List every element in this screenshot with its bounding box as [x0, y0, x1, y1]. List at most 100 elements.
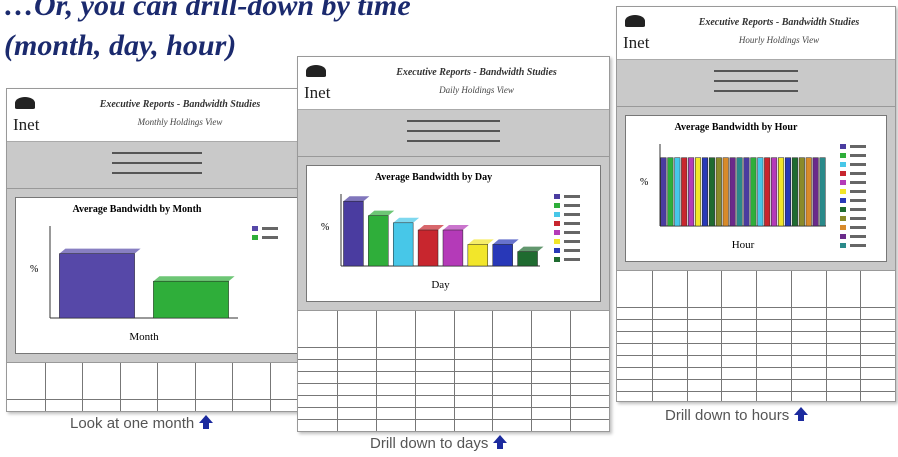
bar: [661, 158, 667, 226]
bar: [695, 158, 701, 226]
chart-band: Average Bandwidth by Month%Month: [7, 189, 307, 363]
bar: [792, 158, 798, 226]
bar: [468, 244, 488, 266]
info-line: [714, 80, 797, 82]
arrow-icon: [198, 414, 214, 430]
bar: [59, 254, 134, 318]
arrow-icon: [793, 406, 809, 422]
table-col-line: [826, 271, 827, 401]
bar: [443, 230, 463, 266]
bar-chart: Average Bandwidth by Day%Day: [307, 166, 600, 296]
table-col-line: [376, 311, 377, 431]
logo-text: Inet: [304, 83, 330, 103]
caption-text: Drill down to hours: [665, 407, 789, 424]
table-col-line: [492, 311, 493, 431]
info-line: [714, 90, 797, 92]
legend-text: [850, 226, 866, 229]
x-axis-label: Month: [129, 331, 159, 343]
bar-chart: Average Bandwidth by Month%Month: [16, 198, 298, 348]
y-axis-label: %: [30, 264, 38, 275]
info-band: [7, 142, 307, 189]
bar: [393, 223, 413, 266]
legend-swatch: [554, 239, 560, 244]
table-col-line: [652, 271, 653, 401]
legend-swatch: [840, 171, 846, 176]
bar-top: [368, 211, 394, 216]
report-panel: Inet Executive Reports - Bandwidth Studie…: [297, 56, 610, 432]
legend-text: [850, 208, 866, 211]
legend-text: [564, 195, 580, 198]
legend-swatch: [554, 248, 560, 253]
legend-swatch: [840, 198, 846, 203]
x-axis-label: Day: [431, 279, 450, 291]
legend-text: [850, 181, 866, 184]
y-axis-label: %: [640, 177, 648, 188]
bar-top: [518, 247, 544, 252]
legend-swatch: [554, 203, 560, 208]
legend-text: [262, 236, 278, 239]
bar: [806, 158, 812, 226]
bar: [799, 158, 805, 226]
legend-text: [850, 163, 866, 166]
report-header: InetExecutive Reports - Bandwidth Studie…: [617, 7, 895, 60]
chart-box: Average Bandwidth by Hour%Hour: [625, 115, 887, 262]
legend-swatch: [840, 216, 846, 221]
info-line: [407, 120, 500, 122]
legend-swatch: [840, 153, 846, 158]
chart-box: Average Bandwidth by Month%Month: [15, 197, 299, 354]
caption: Look at one month: [70, 414, 214, 432]
legend-text: [564, 249, 580, 252]
chart-box: Average Bandwidth by Day%Day: [306, 165, 601, 302]
table-col-line: [756, 271, 757, 401]
table-col-line: [232, 363, 233, 411]
arrow-icon: [492, 434, 508, 450]
caption-text: Look at one month: [70, 415, 194, 432]
report-title: Executive Reports - Bandwidth Studies: [348, 67, 605, 78]
legend-text: [850, 154, 866, 157]
legend-swatch: [554, 257, 560, 262]
bar: [681, 158, 687, 226]
bar: [730, 158, 736, 226]
legend-text: [564, 258, 580, 261]
legend-swatch: [840, 207, 846, 212]
bar-top: [493, 239, 519, 244]
legend-text: [850, 190, 866, 193]
info-band: [298, 110, 609, 157]
slide-title: (month, day, hour): [4, 30, 236, 62]
legend-swatch: [554, 212, 560, 217]
report-header: Inet Executive Reports - Bandwidth Studie…: [298, 57, 609, 110]
bar-chart: Average Bandwidth by Hour%Hour: [626, 116, 886, 256]
bar-top: [59, 249, 140, 254]
report-title: Executive Reports - Bandwidth Studies: [667, 17, 891, 28]
legend-swatch: [840, 189, 846, 194]
info-line: [112, 172, 202, 174]
bar: [709, 158, 715, 226]
table-col-line: [721, 271, 722, 401]
bar-top: [468, 239, 494, 244]
legend-swatch: [554, 194, 560, 199]
legend-text: [850, 217, 866, 220]
table-col-line: [687, 271, 688, 401]
bar: [751, 158, 757, 226]
legend-text: [850, 145, 866, 148]
chart-title: Average Bandwidth by Hour: [675, 122, 798, 133]
table-col-line: [45, 363, 46, 411]
bar-top: [343, 196, 369, 201]
bar: [368, 216, 388, 266]
bar: [785, 158, 791, 226]
table-col-line: [82, 363, 83, 411]
legend-text: [564, 240, 580, 243]
report-view: Daily Holdings View: [348, 85, 605, 95]
bar: [493, 244, 513, 266]
info-line: [407, 140, 500, 142]
bar-top: [393, 218, 419, 223]
logo-icon: [306, 65, 326, 77]
table-col-line: [531, 311, 532, 431]
legend-swatch: [840, 243, 846, 248]
bar: [153, 281, 228, 318]
legend-swatch: [840, 234, 846, 239]
legend-swatch: [252, 235, 258, 240]
table-col-line: [157, 363, 158, 411]
table-col-line: [120, 363, 121, 411]
bar: [764, 158, 770, 226]
